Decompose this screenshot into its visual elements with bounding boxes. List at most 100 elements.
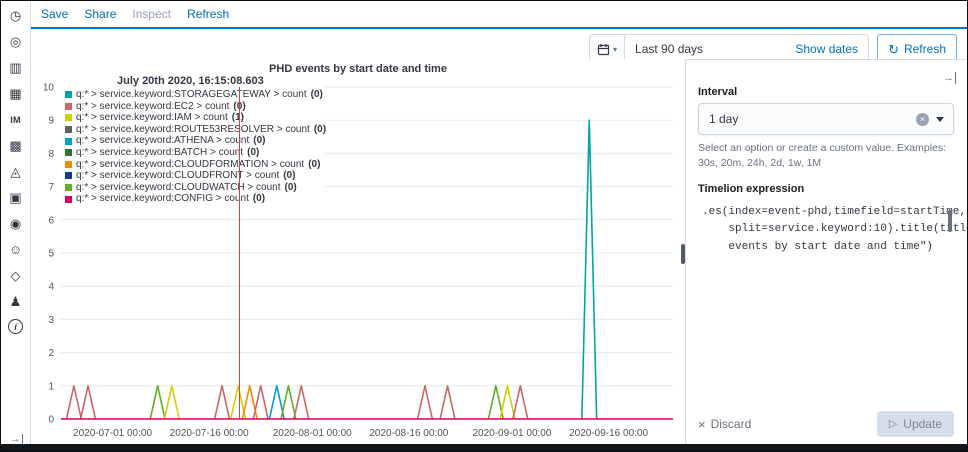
chevron-down-icon: ▾ (613, 44, 618, 54)
series-label: q:* > service.keyword:ROUTE53RESOLVER > … (76, 123, 310, 135)
tooltip-series-row: q:* > service.keyword:STORAGEGATEWAY > c… (65, 89, 323, 101)
time-picker-bar: ▾ Last 90 days Show dates ↻ Refresh (589, 34, 957, 64)
series-swatch-icon (65, 137, 72, 145)
series-count: (0) (247, 146, 260, 158)
series-label: q:* > service.keyword:EC2 > count (76, 100, 230, 112)
series-label: q:* > service.keyword:STORAGEGATEWAY > c… (76, 89, 307, 100)
chart-area: PHD events by start date and time 0 1 2 3 4 5… (31, 59, 685, 444)
svg-text:5: 5 (48, 249, 54, 260)
chart-tooltip: July 20th 2020, 16:15:08.603 q:* > servi… (61, 73, 326, 207)
svg-text:6: 6 (48, 215, 54, 226)
tooltip-series-row: q:* > service.keyword:ROUTE53RESOLVER > … (65, 123, 326, 136)
svg-text:2020-09-01 00:00: 2020-09-01 00:00 (472, 428, 551, 439)
quick-select-button[interactable]: ▾ (590, 35, 626, 63)
save-button[interactable]: Save (41, 7, 69, 21)
discover-icon[interactable]: ◎ (9, 33, 22, 49)
editor-scrollbar[interactable] (948, 210, 952, 233)
collapse-panel-button[interactable]: → (943, 68, 956, 86)
refresh-link[interactable]: Refresh (187, 7, 230, 21)
interval-help-text: Select an option or create a custom valu… (698, 142, 947, 170)
im-app-icon[interactable]: IM (10, 114, 21, 125)
media-icon[interactable]: ▣ (9, 189, 22, 205)
canvas-icon[interactable]: ▩ (9, 137, 22, 153)
discard-button[interactable]: × Discard (698, 417, 751, 431)
expand-nav-icon[interactable]: → (9, 433, 23, 445)
chevron-down-icon[interactable] (936, 116, 944, 122)
inspect-button: Inspect (132, 7, 172, 21)
svg-text:1: 1 (48, 381, 54, 392)
tooltip-series-row: q:* > service.keyword:IAM > count (1) (65, 112, 321, 124)
packages-icon[interactable]: ◇ (10, 267, 21, 283)
dashboard-icon[interactable]: ▦ (9, 85, 22, 101)
series-label: q:* > service.keyword:CLOUDFORMATION > c… (76, 158, 305, 170)
chart-tooltip-rows: q:* > service.keyword:STORAGEGATEWAY > c… (65, 89, 326, 205)
series-count: (0) (310, 89, 323, 100)
svg-text:10: 10 (43, 83, 55, 94)
panel-footer: × Discard ▷ Update (686, 404, 966, 444)
close-icon: × (698, 416, 706, 432)
series-swatch-icon (65, 126, 72, 134)
series-swatch-icon (65, 195, 72, 203)
collapse-panel-icon: → (943, 72, 956, 84)
visualize-icon[interactable]: ▥ (9, 59, 22, 75)
show-dates-button[interactable]: Show dates (795, 42, 859, 56)
discard-label: Discard (710, 417, 752, 431)
series-label: q:* > service.keyword:CLOUDWATCH > count (76, 181, 281, 193)
interval-select[interactable]: 1 day × (698, 103, 954, 135)
series-count: (1) (231, 112, 244, 124)
timelion-expression-editor[interactable]: .es(index=event-phd,timefield=startTime,… (698, 200, 967, 427)
ml-icon[interactable]: ☺ (8, 242, 23, 257)
recently-viewed-icon[interactable]: ◷ (9, 7, 22, 23)
update-button[interactable]: ▷ Update (876, 411, 954, 437)
expression-line: split=service.keyword:10).title(title="P… (728, 223, 967, 236)
bottom-strip (1, 444, 967, 451)
tooltip-series-row: q:* > service.keyword:EC2 > count (0) (65, 101, 321, 113)
monitoring-icon[interactable]: ◉ (9, 215, 22, 231)
refresh-icon: ↻ (888, 41, 899, 57)
top-toolbar: Save Share Inspect Refresh (31, 1, 967, 29)
panel-body: Interval 1 day × Select an option or cre… (686, 60, 967, 427)
svg-text:2020-08-01 00:00: 2020-08-01 00:00 (273, 428, 352, 439)
tooltip-series-row: q:* > service.keyword:BATCH > count (0) (65, 147, 321, 159)
series-count: (0) (253, 135, 266, 147)
series-label: q:* > service.keyword:ATHENA > count (76, 135, 250, 147)
expression-line: events by start date and time") (702, 240, 934, 253)
chart-crosshair (239, 87, 241, 419)
series-swatch-icon (65, 102, 72, 110)
panel-resize-handle[interactable] (681, 244, 685, 264)
tooltip-series-row: q:* > service.keyword:CLOUDFRONT > count… (65, 170, 321, 182)
interval-value[interactable]: 1 day (709, 112, 739, 126)
svg-text:3: 3 (48, 315, 54, 326)
share-button[interactable]: Share (84, 7, 117, 21)
update-label: Update (903, 417, 942, 431)
sidebar-nav: ◷ ◎ ▥ ▦ IM ▩ ◬ ▣ ◉ ☺ ◇ ♟ i (1, 1, 31, 444)
svg-text:2: 2 (48, 348, 54, 359)
chart-title: PHD events by start date and time (269, 63, 447, 75)
series-label: q:* > service.keyword:IAM > count (76, 112, 228, 124)
series-label: q:* > service.keyword:BATCH > count (76, 146, 244, 158)
calendar-icon (597, 43, 610, 55)
series-swatch-icon (65, 184, 72, 192)
svg-text:0: 0 (48, 415, 54, 426)
series-count: (0) (284, 181, 297, 193)
series-swatch-icon (65, 149, 72, 157)
tooltip-timestamp: July 20th 2020, 16:15:08.603 (117, 75, 264, 87)
tooltip-series-row: q:* > service.keyword:CLOUDWATCH > count… (65, 182, 321, 194)
alerts-icon[interactable]: ◬ (10, 163, 21, 179)
time-range-value[interactable]: Last 90 days (635, 42, 704, 56)
expression-line: .es(index=event-phd,timefield=startTime, (702, 206, 967, 219)
sidebar-collapse[interactable]: → (1, 434, 31, 445)
info-icon[interactable]: i (8, 319, 23, 334)
users-icon[interactable]: ♟ (9, 293, 22, 309)
clear-selection-icon[interactable]: × (916, 112, 929, 126)
svg-text:2020-07-01 00:00: 2020-07-01 00:00 (73, 428, 152, 439)
tooltip-series-row: q:* > service.keyword:CLOUDFORMATION > c… (65, 159, 321, 171)
interval-label: Interval (698, 86, 738, 98)
svg-text:2020-08-16 00:00: 2020-08-16 00:00 (369, 428, 448, 439)
timelion-editor-panel: → Interval 1 day × Select an option or c… (686, 59, 967, 444)
series-count: (0) (283, 170, 296, 182)
series-swatch-icon (65, 160, 72, 168)
series-swatch-icon (65, 172, 72, 180)
series-swatch-icon (65, 114, 72, 122)
